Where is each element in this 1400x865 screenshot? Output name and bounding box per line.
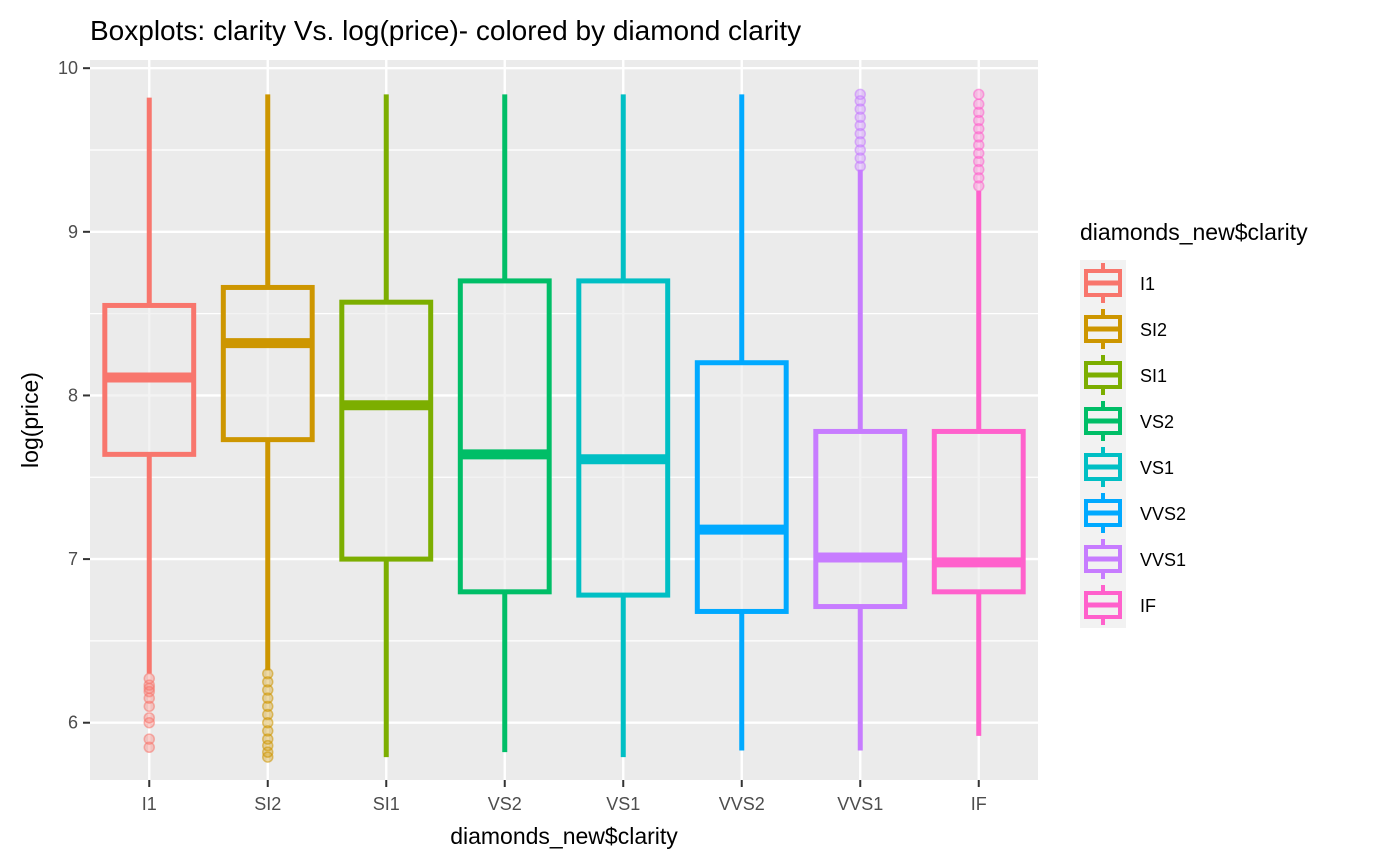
chart-title: Boxplots: clarity Vs. log(price)- colore…	[90, 15, 801, 46]
outlier-point	[973, 131, 985, 143]
x-tick-label: SI2	[254, 794, 281, 814]
box	[339, 299, 434, 562]
y-tick-label: 6	[68, 713, 78, 733]
outlier-point	[973, 163, 985, 176]
box	[931, 428, 1026, 595]
box	[576, 278, 671, 598]
x-tick-label: SI1	[373, 794, 400, 814]
boxplot-si1	[339, 94, 434, 758]
x-tick-label: IF	[971, 794, 987, 814]
outlier-point	[262, 700, 274, 713]
legend-key-i1	[1080, 260, 1126, 306]
legend: diamonds_new$clarity I1 SI2 SI1 VS2 VS1 VVS2 V…	[1080, 219, 1308, 628]
box	[694, 360, 789, 614]
y-tick-label: 8	[68, 385, 78, 405]
outlier-point	[143, 733, 155, 745]
x-tick-label: VS1	[606, 794, 640, 814]
legend-label: VVS2	[1140, 504, 1186, 524]
outlier-point	[973, 122, 985, 135]
y-tick-label: 10	[58, 58, 78, 78]
legend-label: IF	[1140, 596, 1156, 616]
legend-items: I1 SI2 SI1 VS2 VS1 VVS2 VVS1 IF	[1080, 260, 1186, 628]
outlier-point	[973, 155, 985, 168]
outlier-point	[143, 712, 155, 724]
box	[457, 278, 552, 595]
outlier-point	[973, 139, 985, 151]
legend-label: SI1	[1140, 366, 1167, 386]
outlier-point	[854, 136, 866, 148]
outlier-point	[854, 119, 866, 132]
outlier-point	[262, 684, 274, 696]
legend-key-si2	[1080, 306, 1126, 352]
legend-label: I1	[1140, 274, 1155, 294]
x-axis-title: diamonds_new$clarity	[450, 823, 678, 849]
outlier-point	[262, 716, 274, 729]
legend-key-vvs1	[1080, 536, 1126, 582]
y-tick-label: 7	[68, 549, 78, 569]
outlier-point	[973, 114, 985, 127]
x-tick-label: I1	[142, 794, 157, 814]
boxplot-si2	[220, 94, 315, 763]
x-tick-label: VVS1	[837, 794, 883, 814]
outlier-point	[854, 127, 866, 140]
x-axis: I1 SI2 SI1 VS2 VS1 VVS2 VVS1 IF	[142, 780, 987, 814]
outlier-point	[854, 103, 866, 115]
outlier-point	[143, 672, 155, 685]
legend-key-if	[1080, 582, 1126, 628]
outlier-point	[854, 152, 866, 164]
legend-key-vs2	[1080, 398, 1126, 444]
y-axis: 6 7 8 9 10	[58, 58, 90, 733]
x-tick-label: VVS2	[719, 794, 765, 814]
outlier-point	[973, 106, 985, 119]
boxplot-if	[931, 88, 1026, 736]
outlier-point	[973, 172, 985, 184]
outlier-point	[854, 111, 866, 124]
box	[220, 284, 315, 443]
outlier-point	[854, 88, 866, 101]
outlier-point	[262, 692, 274, 704]
outlier-point	[854, 144, 866, 156]
y-tick-label: 9	[68, 222, 78, 242]
x-tick-label: VS2	[488, 794, 522, 814]
y-axis-title: log(price)	[17, 372, 43, 468]
legend-title: diamonds_new$clarity	[1080, 219, 1308, 245]
outlier-point	[262, 708, 274, 721]
outlier-point	[973, 147, 985, 160]
outlier-point	[262, 676, 274, 688]
boxplot-vs1	[576, 94, 671, 758]
boxes	[102, 88, 1026, 763]
outlier-point	[973, 88, 985, 101]
legend-label: VVS1	[1140, 550, 1186, 570]
legend-label: VS2	[1140, 412, 1174, 432]
legend-key-si1	[1080, 352, 1126, 398]
box	[813, 428, 908, 610]
boxplot-vvs1	[813, 88, 908, 751]
outlier-point	[262, 733, 274, 745]
legend-key-vs1	[1080, 444, 1126, 490]
boxplot-i1	[102, 97, 197, 754]
outlier-point	[262, 725, 274, 737]
legend-label: VS1	[1140, 458, 1174, 478]
legend-key-vvs2	[1080, 490, 1126, 536]
boxplot-vvs2	[694, 94, 789, 751]
outlier-point	[143, 741, 155, 754]
outlier-point	[973, 98, 985, 110]
outlier-point	[143, 700, 155, 713]
legend-label: SI2	[1140, 320, 1167, 340]
boxplot-vs2	[457, 94, 552, 753]
